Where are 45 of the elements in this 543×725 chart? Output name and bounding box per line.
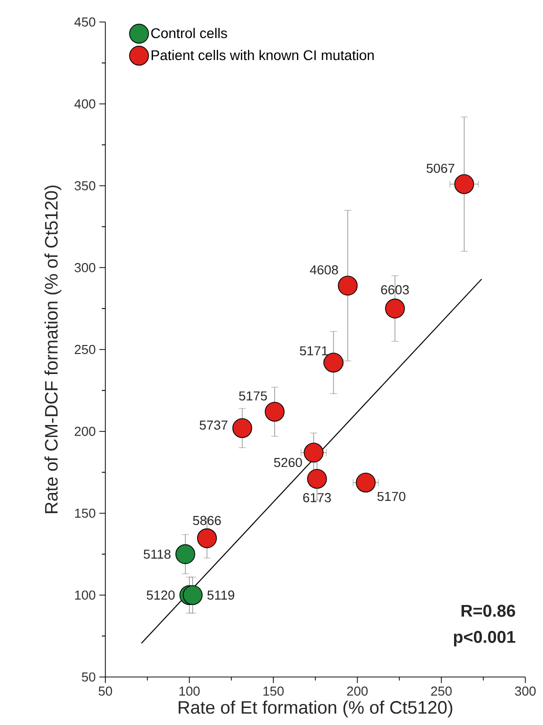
x-tick-label: 200 <box>346 686 368 696</box>
annotation: 5866 <box>192 516 221 526</box>
annotation: 5737 <box>199 420 228 430</box>
point <box>232 418 252 438</box>
x-axis-title: Rate of Et formation (% of Ct5120) <box>178 700 452 718</box>
point <box>175 544 196 564</box>
point <box>338 276 358 296</box>
x-tick-label: 300 <box>514 686 536 696</box>
legend-label: Patient cells with known CI mutation <box>152 50 374 60</box>
annotation: 5170 <box>377 492 406 502</box>
x-tick-label: 50 <box>98 686 112 696</box>
annotation: 5120 <box>146 590 174 600</box>
annotation: R=0.86 <box>461 604 515 617</box>
annotation: 5118 <box>144 550 170 559</box>
y-tick-label: 300 <box>74 263 96 272</box>
point <box>264 402 284 422</box>
y-tick-label: 50 <box>82 672 96 682</box>
annotation: 5067 <box>426 164 454 173</box>
y-tick-label: 200 <box>74 426 96 436</box>
annotation: 5260 <box>274 458 302 468</box>
annotation: 5171 <box>300 346 328 356</box>
y-tick-label: 250 <box>74 344 96 354</box>
point <box>182 585 202 606</box>
point <box>356 472 376 493</box>
legend-label: Control cells <box>151 28 227 38</box>
annotation: 4608 <box>310 265 338 274</box>
point <box>304 442 324 463</box>
annotation: 6173 <box>303 493 331 502</box>
point <box>196 528 217 548</box>
point <box>384 298 405 318</box>
y-tick-label: 350 <box>74 181 96 190</box>
point <box>306 468 327 489</box>
x-tick-label: 150 <box>263 686 284 696</box>
annotation: 6603 <box>381 285 409 294</box>
y-tick-label: 100 <box>74 590 96 600</box>
annotation: p<0.001 <box>454 630 516 646</box>
annotation: 5175 <box>238 391 267 401</box>
y-tick-label: 450 <box>74 17 96 27</box>
y-axis-title: Rate of CM-DCF formation (% of Ct5120) <box>44 186 62 514</box>
x-tick-label: 250 <box>430 686 452 696</box>
y-tick-label: 150 <box>74 508 96 518</box>
x-tick-label: 100 <box>179 686 200 696</box>
annotation: 5119 <box>207 590 234 600</box>
point <box>454 174 474 194</box>
y-tick-label: 400 <box>74 99 96 108</box>
